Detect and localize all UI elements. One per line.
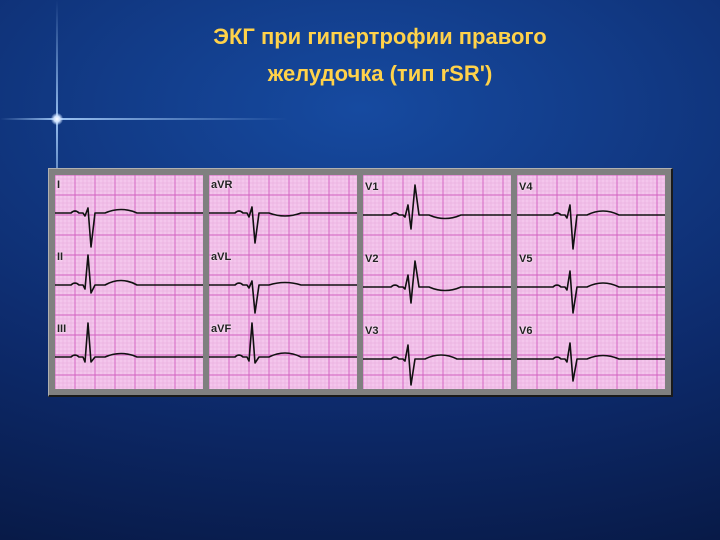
ecg-svg (517, 175, 665, 389)
decorative-flare-horizontal (0, 118, 720, 120)
title-line-2: желудочка (тип rSR') (268, 61, 493, 86)
ecg-trace (363, 261, 511, 303)
ecg-svg (209, 175, 357, 389)
ecg-svg (363, 175, 511, 389)
ecg-svg (55, 175, 203, 389)
ecg-trace (55, 323, 203, 362)
slide-root: ЭКГ при гипертрофии правого желудочка (т… (0, 0, 720, 540)
ecg-trace (209, 281, 357, 313)
ecg-trace (55, 255, 203, 293)
ecg-panel: V1V2V3 (363, 175, 511, 389)
ecg-panel: V4V5V6 (517, 175, 665, 389)
title-line-1: ЭКГ при гипертрофии правого (213, 24, 546, 49)
slide-title: ЭКГ при гипертрофии правого желудочка (т… (80, 18, 680, 93)
ecg-trace (209, 207, 357, 243)
decorative-flare-center (51, 113, 63, 125)
ecg-frame: IIIIIIaVRaVLaVFV1V2V3V4V5V6 (48, 168, 673, 397)
ecg-trace (517, 271, 665, 313)
ecg-panel: aVRaVLaVF (209, 175, 357, 389)
ecg-panel: IIIIII (55, 175, 203, 389)
ecg-trace (55, 208, 203, 247)
ecg-panel-row: IIIIIIaVRaVLaVFV1V2V3V4V5V6 (55, 175, 665, 389)
